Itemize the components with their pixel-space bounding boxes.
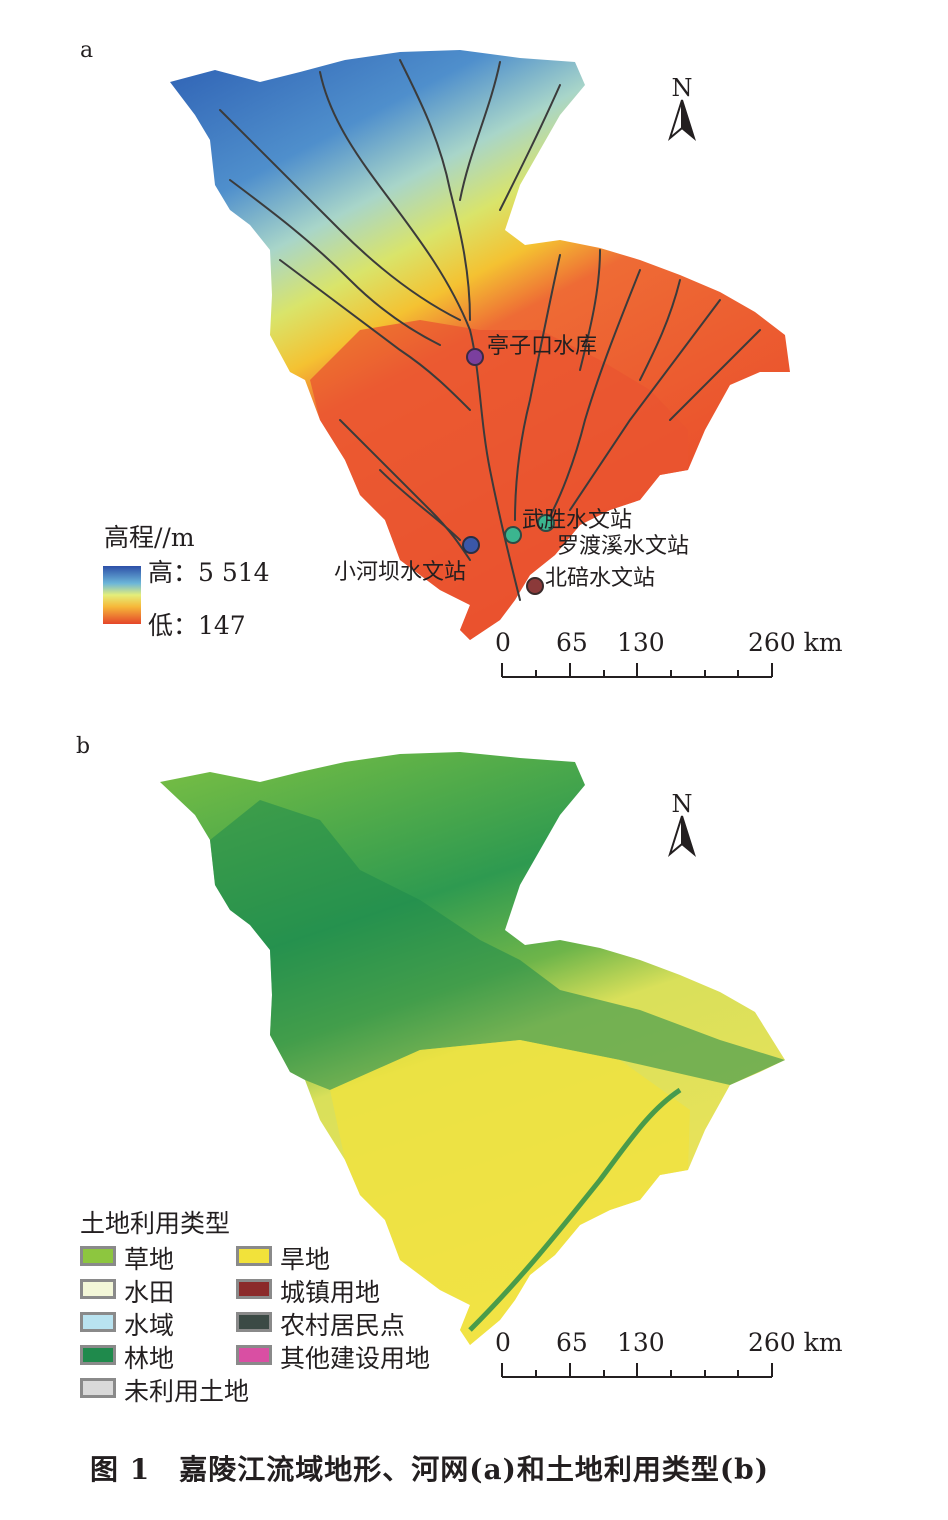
station-label-xiaoheba: 小河坝水文站 (334, 560, 467, 585)
north-letter: N (671, 74, 693, 102)
legend-label-grassland: 草地 (124, 1245, 175, 1274)
scale-tick-0: 0 (495, 1328, 511, 1357)
legend-swatch-rural (236, 1312, 272, 1332)
legend-label-water: 水域 (124, 1311, 175, 1340)
station-tingzikou-marker (466, 348, 484, 366)
north-arrow-icon (668, 815, 696, 857)
legend-swatch-paddy (80, 1279, 116, 1299)
north-letter: N (671, 790, 693, 818)
landuse-legend-title: 土地利用类型 (80, 1209, 231, 1238)
landuse-map (160, 752, 785, 1378)
legend-label-unused: 未利用土地 (124, 1377, 250, 1406)
scale-bar (501, 663, 773, 678)
scale-tick-0: 0 (495, 628, 511, 657)
legend-label-urban: 城镇用地 (280, 1278, 381, 1307)
scale-tick-130: 130 (617, 1328, 665, 1357)
legend-label-rural: 农村居民点 (280, 1311, 406, 1340)
scale-tick-130: 130 (617, 628, 665, 657)
elevation-map (103, 50, 790, 678)
legend-swatch-forest (80, 1345, 116, 1365)
elevation-legend-high: 高：5 514 (148, 558, 270, 587)
forest-region (210, 800, 785, 1090)
legend-swatch-unused (80, 1378, 116, 1398)
station-label-wusheng: 武胜水文站 (522, 508, 633, 533)
station-label-luoduxi: 罗渡溪水文站 (557, 534, 690, 559)
station-label-beibei: 北碚水文站 (545, 566, 656, 591)
station-wusheng-marker (537, 514, 555, 532)
scale-bar (501, 1363, 773, 1378)
river-network (219, 59, 761, 601)
legend-swatch-grassland (80, 1246, 116, 1266)
forest-ridge (468, 1087, 682, 1332)
scale-tick-260: 260 km (748, 1328, 843, 1357)
legend-label-paddy: 水田 (124, 1278, 175, 1307)
elevation-legend-title: 高程//m (104, 523, 195, 552)
legend-swatch-other-construction (236, 1345, 272, 1365)
figure-caption: 图 1 嘉陵江流域地形、河网(a)和土地利用类型(b) (90, 1453, 769, 1486)
legend-swatch-water (80, 1312, 116, 1332)
station-beibei-marker (526, 577, 544, 595)
legend-label-dryland: 旱地 (280, 1245, 331, 1274)
elevation-legend-bar (103, 566, 141, 624)
station-luoduxi-marker (504, 526, 522, 544)
panel-a-label: a (80, 38, 94, 63)
legend-swatch-urban (236, 1279, 272, 1299)
scale-tick-65: 65 (556, 628, 588, 657)
lowland-region (310, 320, 688, 640)
elevation-legend-low: 低：147 (148, 611, 246, 640)
dryland-region (330, 1040, 690, 1345)
station-xiaoheba-marker (462, 536, 480, 554)
legend-label-other-construction: 其他建设用地 (280, 1344, 431, 1373)
north-arrow-icon (668, 99, 696, 141)
legend-swatch-dryland (236, 1246, 272, 1266)
panel-b-label: b (76, 734, 91, 759)
scale-tick-65: 65 (556, 1328, 588, 1357)
station-label-tingzikou: 亭子口水库 (487, 334, 598, 359)
scale-tick-260: 260 km (748, 628, 843, 657)
legend-label-forest: 林地 (124, 1344, 175, 1373)
